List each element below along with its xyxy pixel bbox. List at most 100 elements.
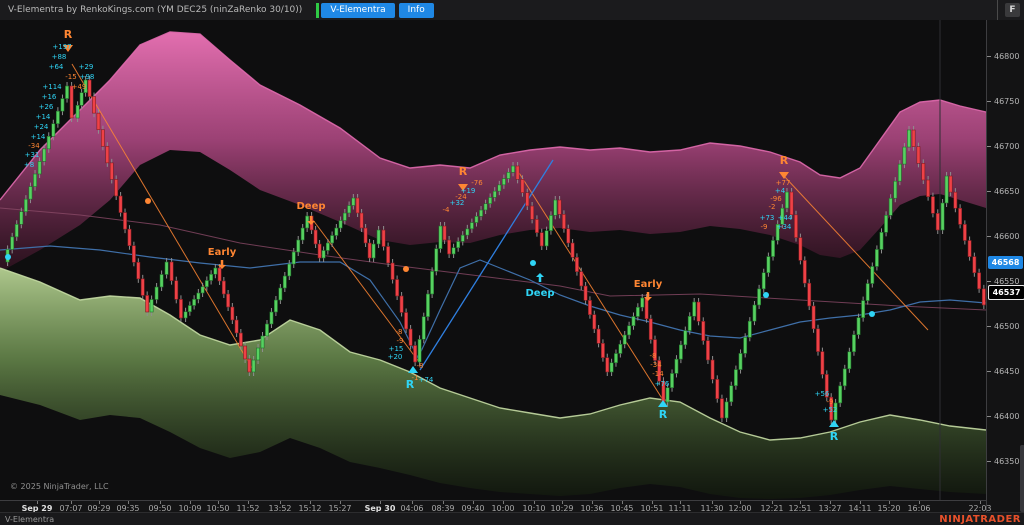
volatility-bands	[0, 31, 987, 499]
price-axis[interactable]: 46800 46750 46700 46650 46600 46550 46500 46450…	[986, 20, 1024, 512]
time-tick-mark	[534, 501, 535, 504]
up-bar	[861, 300, 866, 318]
time-tick-mark	[340, 501, 341, 504]
down-bar	[935, 213, 940, 231]
down-bar	[386, 246, 391, 264]
pl-label: +73	[760, 214, 775, 222]
down-bar	[575, 257, 579, 272]
up-bar	[296, 239, 301, 253]
panel-tab-v-elementra[interactable]: V-Elementra	[5, 515, 55, 524]
focus-button[interactable]: F	[1005, 3, 1020, 17]
up-bar	[75, 105, 80, 119]
reversal-triangle-up-icon	[408, 366, 418, 373]
down-bar	[535, 219, 539, 233]
up-bar	[766, 256, 771, 274]
down-bar	[105, 145, 110, 164]
time-label: 15:20	[877, 504, 901, 513]
down-bar	[313, 229, 318, 245]
up-bar	[291, 251, 296, 265]
down-bar	[118, 195, 123, 213]
pl-label: -2	[769, 203, 776, 211]
up-bar	[838, 385, 843, 404]
up-bar	[438, 225, 443, 249]
cyan-dot	[5, 254, 11, 260]
up-bar	[149, 299, 154, 313]
pl-label: +4	[775, 187, 786, 195]
time-label: 10:00	[491, 504, 515, 513]
up-bar	[902, 146, 907, 165]
cyan-dot	[763, 292, 769, 298]
up-bar	[10, 236, 15, 250]
trade-connector-line	[71, 63, 253, 369]
down-bar	[653, 339, 657, 361]
up-bar	[451, 247, 456, 255]
down-bar	[789, 191, 794, 216]
up-bar	[282, 275, 287, 289]
down-bar	[381, 229, 386, 247]
price-tick-mark	[987, 370, 991, 372]
time-tick-mark	[71, 501, 72, 504]
price-tick-label: 46500	[987, 321, 1019, 331]
price-axis-scrollbar[interactable]	[1020, 445, 1024, 512]
down-bar	[404, 312, 409, 330]
down-bar	[605, 357, 610, 373]
down-bar	[562, 214, 566, 229]
up-bar	[870, 266, 875, 284]
signal-dots	[5, 198, 875, 317]
up-bar	[847, 351, 852, 370]
price-tick-label: 46650	[987, 186, 1019, 196]
indicator-title-bar: V-Elementra by RenkoKings.com (YM DEC25 …	[0, 0, 1024, 20]
up-bar	[46, 135, 51, 150]
down-bar	[931, 196, 935, 214]
pl-label: +56	[815, 390, 830, 398]
pl-label: -15	[65, 73, 76, 81]
up-bar	[338, 220, 343, 229]
time-label: 09:40	[461, 504, 485, 513]
up-bar	[164, 261, 169, 275]
arrow-down-icon	[307, 221, 315, 225]
v-elementra-button[interactable]: V-Elementra	[321, 2, 395, 18]
pl-label: -8	[650, 352, 657, 360]
time-tick-mark	[860, 501, 861, 504]
up-bar	[497, 184, 502, 192]
time-label: 15:27	[328, 504, 352, 513]
time-axis[interactable]: Sep 29 07:07 09:29 09:35 09:50 10:09 10:50 11:5…	[0, 500, 992, 513]
pl-label: -9	[397, 337, 404, 345]
up-bar	[640, 297, 645, 308]
time-label: 09:29	[87, 504, 111, 513]
fast-ma-line	[0, 245, 987, 360]
time-label: 09:35	[116, 504, 140, 513]
price-tick-mark	[987, 235, 991, 237]
up-bar	[28, 186, 33, 200]
up-bar	[434, 248, 439, 272]
time-label: 12:51	[788, 504, 812, 513]
price-tick-mark	[987, 145, 991, 147]
pl-label: +64	[49, 63, 64, 71]
pl-label: -34	[650, 361, 662, 369]
up-bar	[692, 301, 697, 317]
pl-label: -34	[28, 142, 40, 150]
down-bar	[807, 282, 812, 307]
down-bar	[367, 242, 372, 259]
up-bar	[771, 240, 775, 257]
up-bar	[738, 353, 743, 370]
arrow-down-icon	[218, 265, 226, 269]
arrow-up-icon	[536, 273, 544, 277]
up-bar	[19, 211, 24, 225]
time-label: 12:00	[728, 504, 752, 513]
up-bar	[627, 325, 632, 336]
down-bar	[794, 214, 798, 238]
info-button[interactable]: Info	[398, 2, 434, 18]
pl-label: +14	[36, 113, 51, 121]
up-bar	[479, 209, 483, 217]
down-bar	[169, 261, 174, 281]
down-bar	[100, 129, 105, 147]
up-bar	[60, 98, 65, 112]
up-bar	[474, 215, 479, 223]
up-bar	[456, 241, 461, 249]
up-bar	[724, 401, 729, 419]
down-bar	[145, 295, 150, 313]
time-tick-mark	[772, 501, 773, 504]
